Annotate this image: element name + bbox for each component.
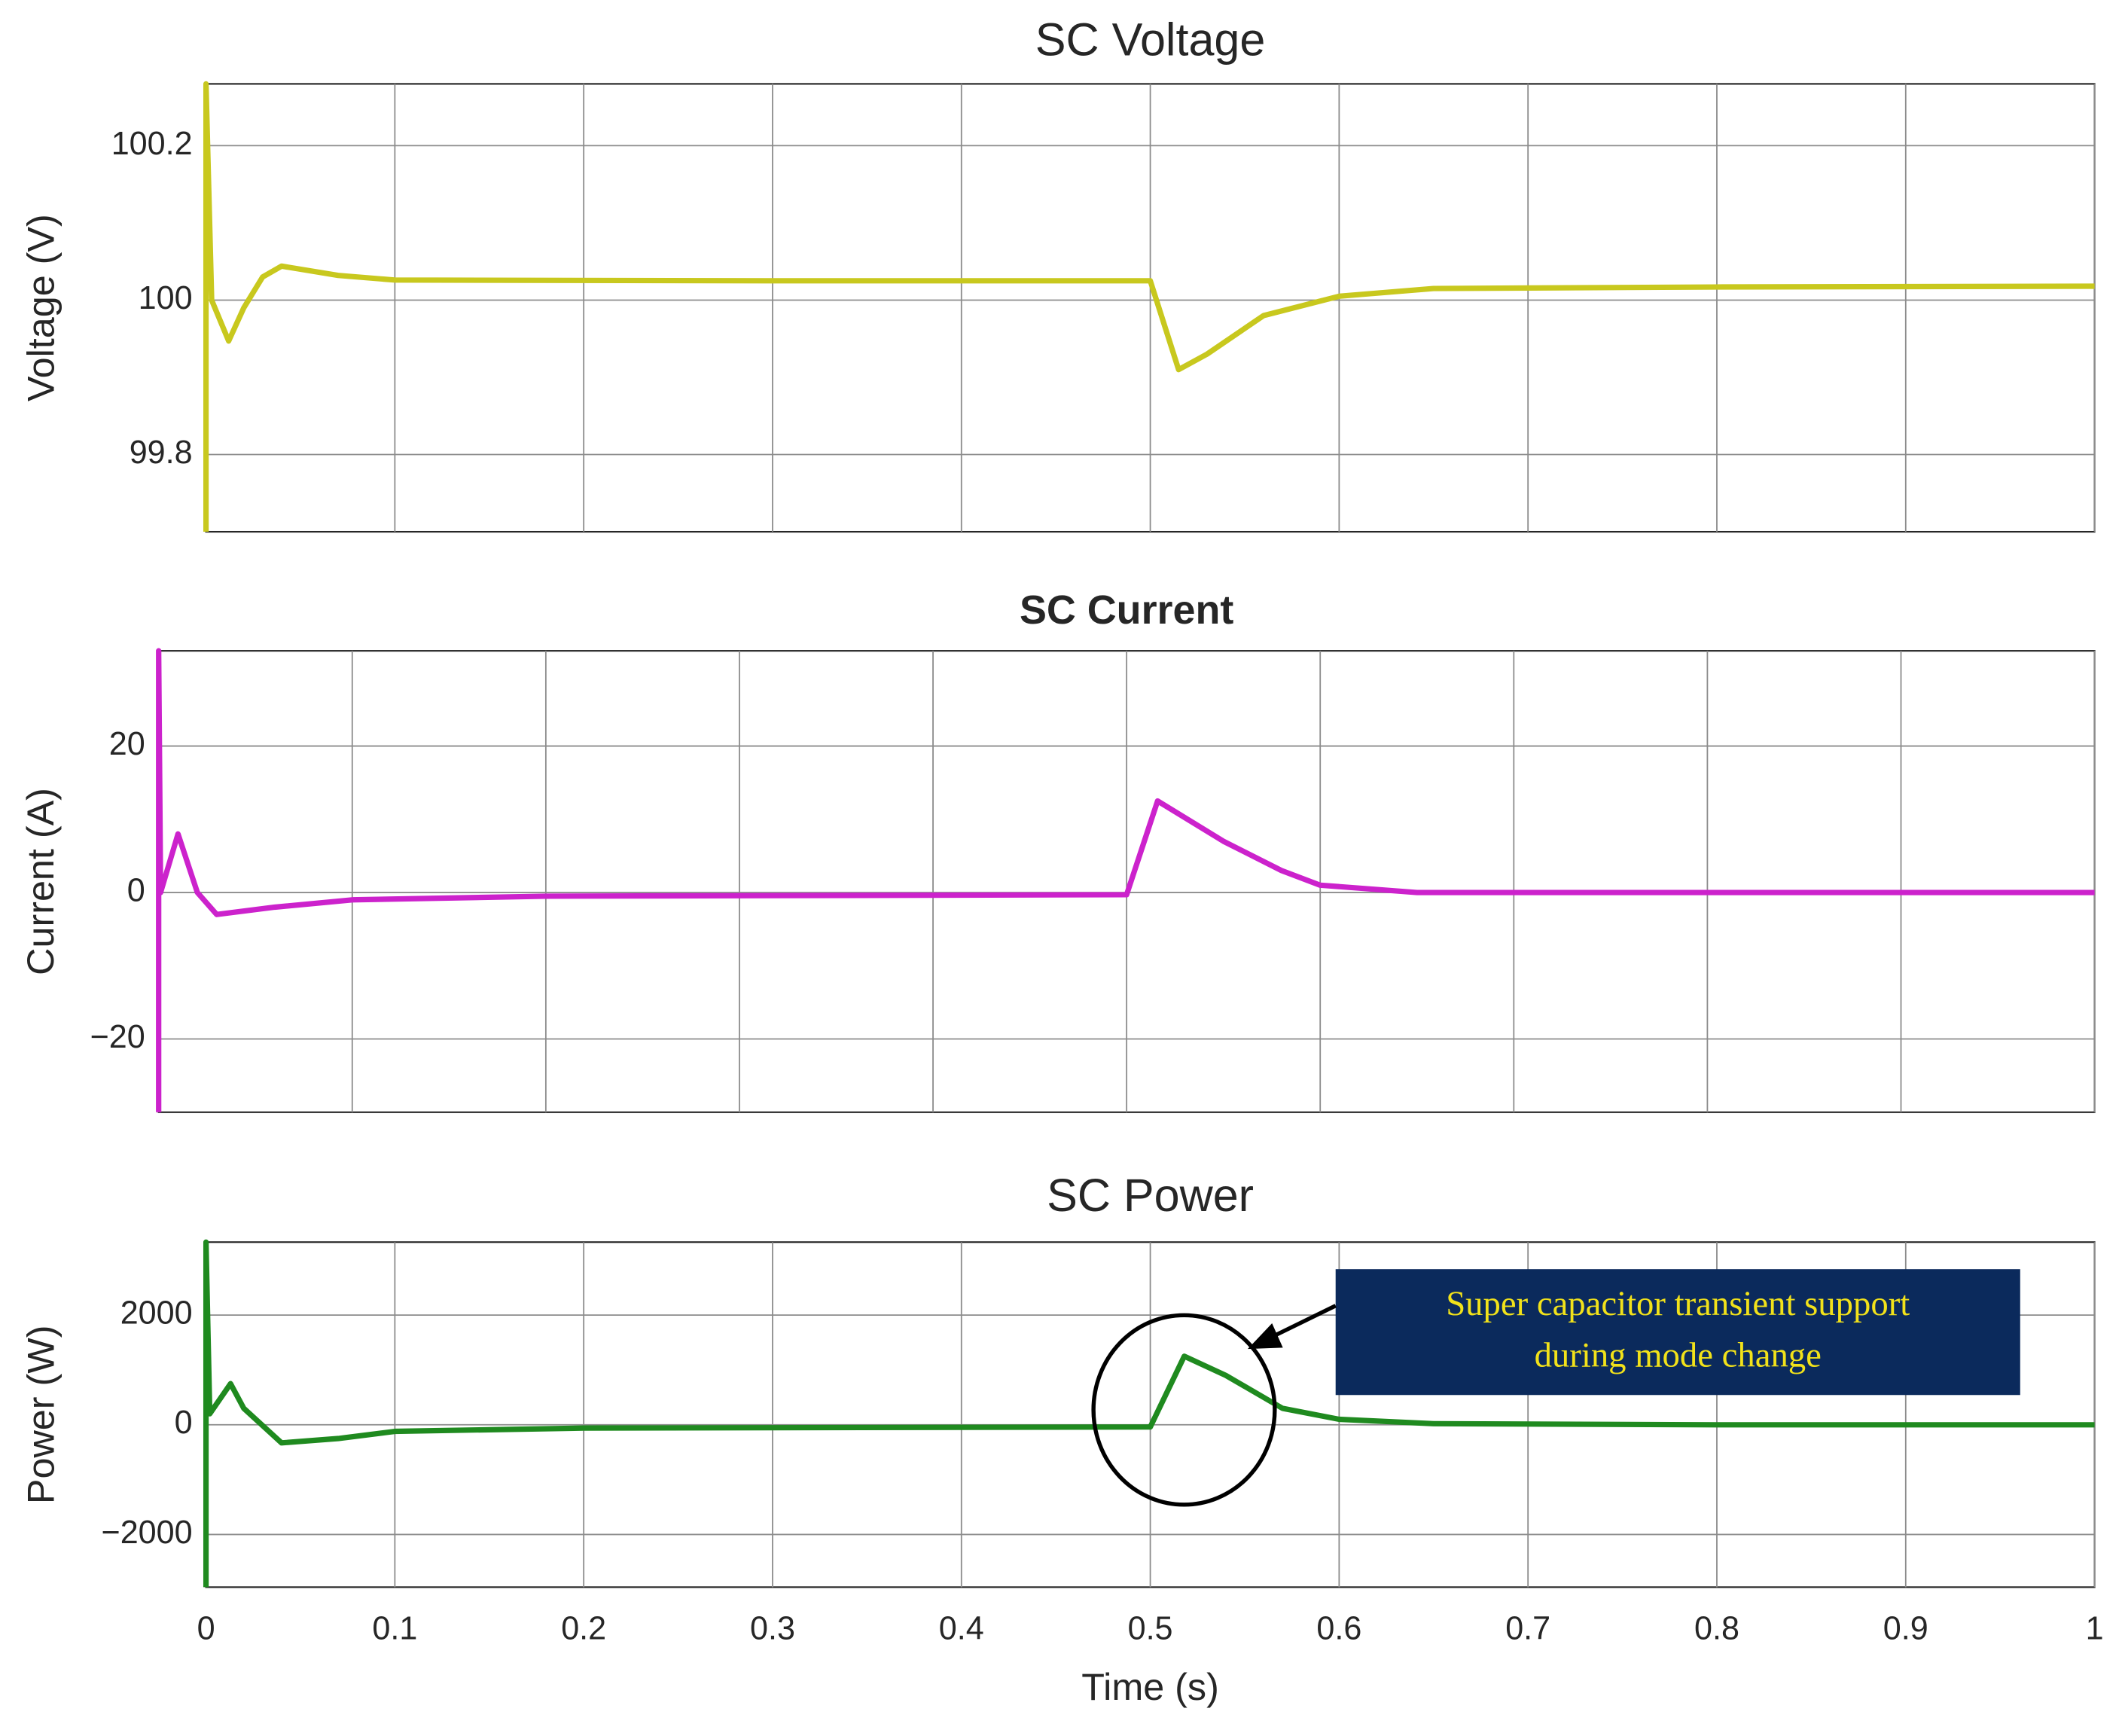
x-tick-label: 0.4 xyxy=(939,1610,984,1646)
y-axis-label: Power (W) xyxy=(19,1326,62,1505)
x-tick-label: 0.5 xyxy=(1128,1610,1173,1646)
data-line xyxy=(156,648,2095,1112)
y-tick-label: 2000 xyxy=(120,1295,193,1332)
x-axis-label: Time (s) xyxy=(1081,1665,1219,1708)
y-tick-label: 100 xyxy=(139,280,193,316)
arrow-shaft xyxy=(1271,1304,1337,1339)
y-tick-label: 20 xyxy=(109,726,145,762)
x-tick-label: 0.6 xyxy=(1316,1610,1361,1646)
annotation-box xyxy=(1335,1269,2020,1396)
x-tick-label: 0.7 xyxy=(1505,1610,1550,1646)
x-tick-label: 0.3 xyxy=(750,1610,795,1646)
y-tick-label: −2000 xyxy=(102,1515,193,1551)
chart-title: SC Power xyxy=(1047,1170,1254,1221)
arrow-head xyxy=(1247,1323,1283,1350)
y-tick-label: 99.8 xyxy=(130,435,193,471)
data-line xyxy=(203,1239,2095,1588)
data-line xyxy=(203,81,2095,532)
x-tick-label: 0.1 xyxy=(372,1610,417,1646)
annotation-text: Super capacitor transient support xyxy=(1446,1284,1910,1323)
y-axis-label: Voltage (V) xyxy=(19,214,62,401)
x-tick-label: 1 xyxy=(2086,1610,2104,1646)
x-tick-label: 0.8 xyxy=(1694,1610,1739,1646)
y-axis-label: Current (A) xyxy=(19,788,62,975)
x-tick-label: 0 xyxy=(197,1610,215,1646)
y-tick-label: 0 xyxy=(175,1405,193,1441)
highlight-circle xyxy=(1091,1313,1277,1507)
chart-title: SC Current xyxy=(1020,587,1233,633)
chart-title: SC Voltage xyxy=(1035,14,1266,66)
x-tick-label: 0.2 xyxy=(561,1610,606,1646)
annotation-text: during mode change xyxy=(1535,1335,1822,1374)
y-tick-label: −20 xyxy=(90,1019,145,1055)
y-tick-label: 100.2 xyxy=(111,126,193,162)
x-tick-label: 0.9 xyxy=(1883,1610,1928,1646)
y-tick-label: 0 xyxy=(127,872,145,908)
